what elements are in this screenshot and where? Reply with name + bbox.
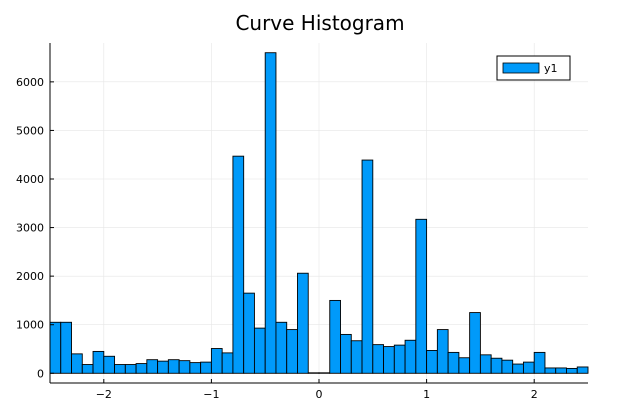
- histogram-bar: [232, 155, 245, 374]
- histogram-bar: [253, 327, 266, 374]
- histogram-bar: [469, 312, 481, 374]
- x-tick-labels: −2 −1 0 1 2: [96, 388, 538, 401]
- histogram-bar: [415, 218, 428, 374]
- histogram-bar: [146, 359, 159, 374]
- histogram-bar: [275, 321, 288, 374]
- histogram-bar: [555, 367, 567, 374]
- axes: [49, 43, 588, 384]
- histogram-bar: [189, 362, 202, 374]
- histogram-bar: [576, 366, 589, 374]
- histogram-bar: [393, 344, 406, 374]
- histogram-bar: [167, 359, 180, 374]
- histogram-bar: [544, 367, 557, 374]
- histogram-bar: [436, 329, 449, 374]
- y-tick-label: 0: [37, 367, 44, 380]
- histogram-bar: [361, 159, 374, 374]
- histogram-bar: [114, 364, 126, 374]
- histogram-bar: [426, 350, 438, 374]
- y-tick-label: 5000: [16, 124, 44, 137]
- histogram-bar: [350, 340, 363, 374]
- x-tick-label: 1: [423, 388, 430, 401]
- histogram-bar: [566, 367, 578, 374]
- histogram-bar: [81, 364, 94, 374]
- histogram-bar: [329, 299, 341, 374]
- histogram-bar: [340, 333, 352, 374]
- legend: y1: [496, 55, 571, 81]
- histogram-bar: [501, 359, 514, 374]
- grid-lines: [50, 43, 588, 383]
- x-tick-label: −1: [203, 388, 219, 401]
- histogram-bar: [533, 351, 546, 374]
- histogram-bar: [297, 272, 309, 374]
- histogram-bar: [157, 360, 169, 374]
- legend-swatch: [502, 62, 540, 74]
- legend-label: y1: [544, 62, 558, 75]
- histogram-bar: [458, 357, 471, 374]
- y-tick-label: 2000: [16, 270, 44, 283]
- chart-title: Curve Histogram: [235, 11, 404, 35]
- histogram-bar: [264, 52, 277, 374]
- histogram-bar: [221, 352, 234, 374]
- histogram-bar: [479, 354, 492, 374]
- histogram-bar: [522, 361, 535, 374]
- histogram-bar: [447, 351, 460, 374]
- histogram-bar: [92, 350, 105, 374]
- histogram-bar: [124, 364, 137, 374]
- histogram-bar: [286, 329, 298, 374]
- histogram-bar: [103, 355, 116, 374]
- histogram-bar: [49, 321, 62, 374]
- histogram-bar: [243, 292, 255, 374]
- x-tick-label: 0: [316, 388, 323, 401]
- histogram-bar: [210, 348, 223, 374]
- histogram-bar: [178, 360, 191, 374]
- histogram-bar: [383, 346, 395, 374]
- histogram-bar: [135, 363, 148, 374]
- histogram-bar: [404, 339, 417, 374]
- histogram-bar: [490, 357, 503, 374]
- y-tick-label: 4000: [16, 173, 44, 186]
- y-tick-label: 3000: [16, 222, 44, 235]
- histogram-bar: [512, 363, 524, 374]
- y-tick-labels: 0 1000 2000 3000 4000 5000 6000: [16, 76, 44, 380]
- histogram-bar: [71, 353, 83, 374]
- x-tick-label: −2: [96, 388, 112, 401]
- y-tick-label: 1000: [16, 319, 44, 332]
- histogram-bar: [60, 321, 72, 374]
- y-tick-label: 6000: [16, 76, 44, 89]
- histogram-bar: [372, 344, 385, 374]
- histogram-bar: [200, 361, 212, 374]
- x-tick-label: 2: [531, 388, 538, 401]
